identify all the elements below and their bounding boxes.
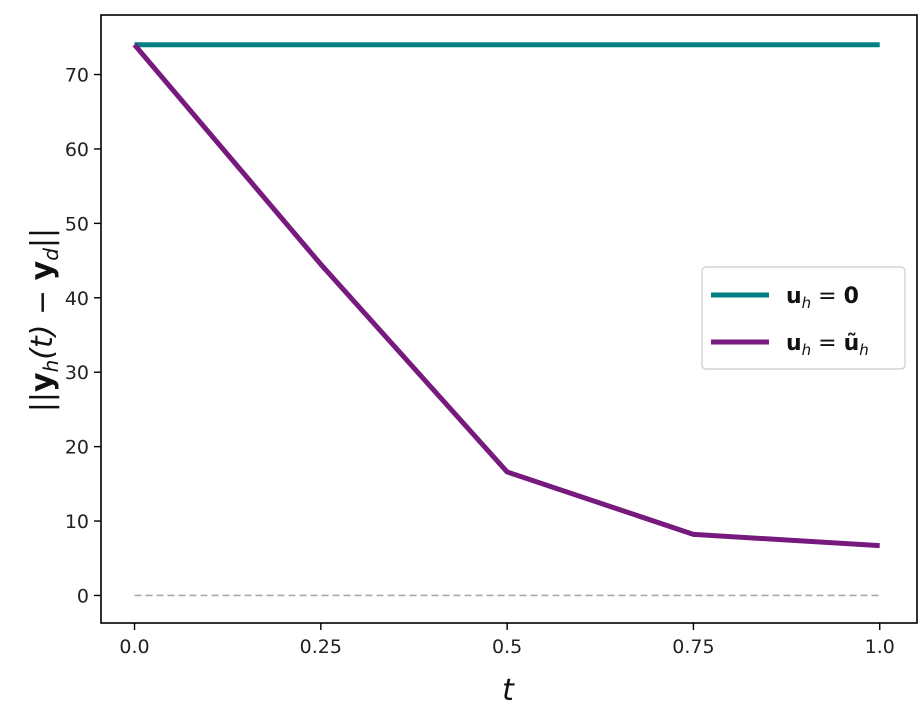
y-tick-label: 0: [77, 585, 89, 607]
ticks-layer: 0.0 0.25 0.5 0.75 1.0 0 10 20 30 40 50 60 70: [65, 65, 895, 658]
x-axis-title: t: [502, 673, 515, 708]
y-tick-label: 20: [65, 437, 89, 459]
legend-label-optimal-control: uh = ũh: [786, 331, 869, 359]
x-tick-label: 0.75: [672, 636, 714, 658]
x-tick-label: 1.0: [865, 636, 895, 658]
y-tick-label: 60: [65, 139, 89, 161]
x-tick-label: 0.25: [300, 636, 342, 658]
y-tick-label: 10: [65, 511, 89, 533]
y-tick-label: 50: [65, 213, 89, 235]
plot-layer: [132, 42, 880, 597]
x-tick-label: 0.5: [492, 636, 522, 658]
y-tick-label: 70: [65, 65, 89, 87]
y-tick-label: 30: [65, 362, 89, 384]
x-tick-label: 0.0: [119, 636, 149, 658]
legend-label-zero-control: uh = 0: [786, 284, 859, 312]
y-axis-title: ||yh(t) − yd||: [25, 228, 63, 412]
y-tick-label: 40: [65, 288, 89, 310]
legend: uh = 0 uh = ũh: [701, 266, 906, 370]
plot-frame: [100, 14, 918, 624]
